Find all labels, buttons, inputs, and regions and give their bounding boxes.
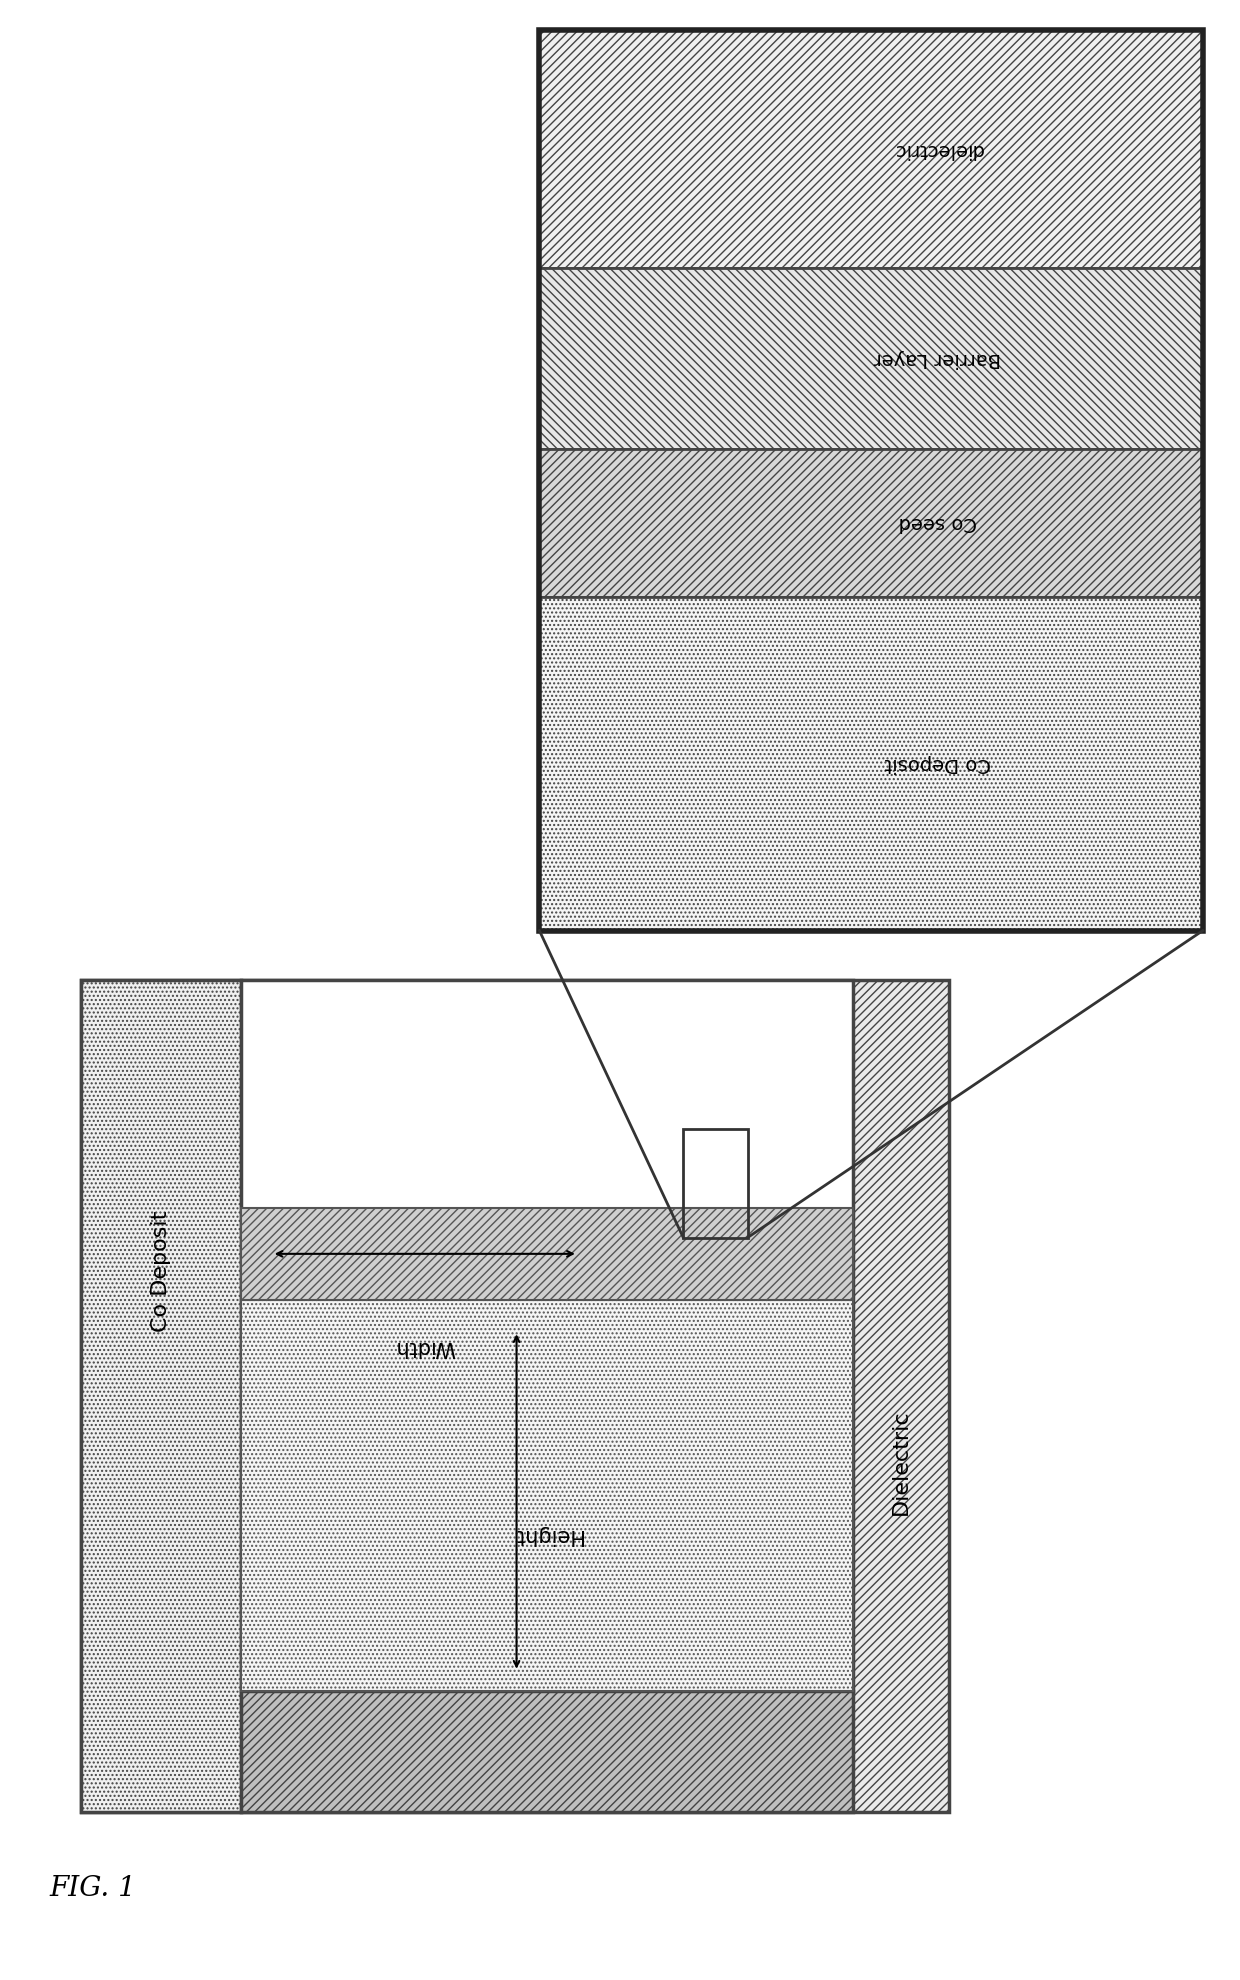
- Text: dielectric: dielectric: [893, 139, 982, 158]
- FancyBboxPatch shape: [241, 980, 853, 1691]
- FancyBboxPatch shape: [81, 980, 949, 1812]
- Text: Co seed: Co seed: [898, 513, 977, 533]
- Text: FIG. 1: FIG. 1: [50, 1875, 136, 1903]
- Text: Co Deposit: Co Deposit: [151, 1210, 171, 1333]
- FancyBboxPatch shape: [241, 1208, 853, 1301]
- Text: Barrier Layer: Barrier Layer: [874, 348, 1001, 368]
- FancyBboxPatch shape: [539, 269, 1203, 449]
- Text: Height: Height: [512, 1525, 582, 1544]
- FancyBboxPatch shape: [241, 1301, 853, 1691]
- FancyBboxPatch shape: [539, 598, 1203, 931]
- Text: Dielectric: Dielectric: [890, 1410, 911, 1515]
- FancyBboxPatch shape: [241, 1691, 853, 1812]
- Text: Width: Width: [394, 1336, 455, 1356]
- FancyBboxPatch shape: [539, 30, 1203, 269]
- FancyBboxPatch shape: [539, 449, 1203, 598]
- FancyBboxPatch shape: [81, 980, 241, 1812]
- Text: Co Deposit: Co Deposit: [884, 754, 991, 774]
